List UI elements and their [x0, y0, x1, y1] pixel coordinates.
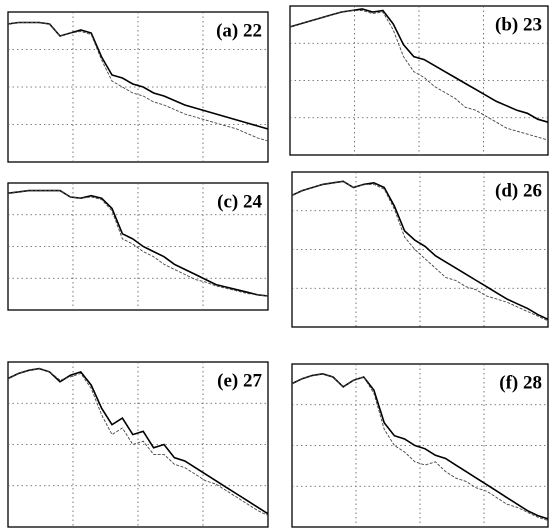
panel-title: (f) 28 [499, 372, 542, 393]
figure: (a) 22 (b) 23 (c) 24 (d) 26 (e) 27 (f) 28 [0, 0, 550, 529]
panel-title: (c) 24 [217, 191, 262, 212]
panel-title: (a) 22 [216, 20, 262, 41]
panel-title: (b) 23 [495, 14, 542, 35]
panel-title: (e) 27 [217, 370, 262, 391]
panel-title: (d) 26 [495, 180, 542, 201]
